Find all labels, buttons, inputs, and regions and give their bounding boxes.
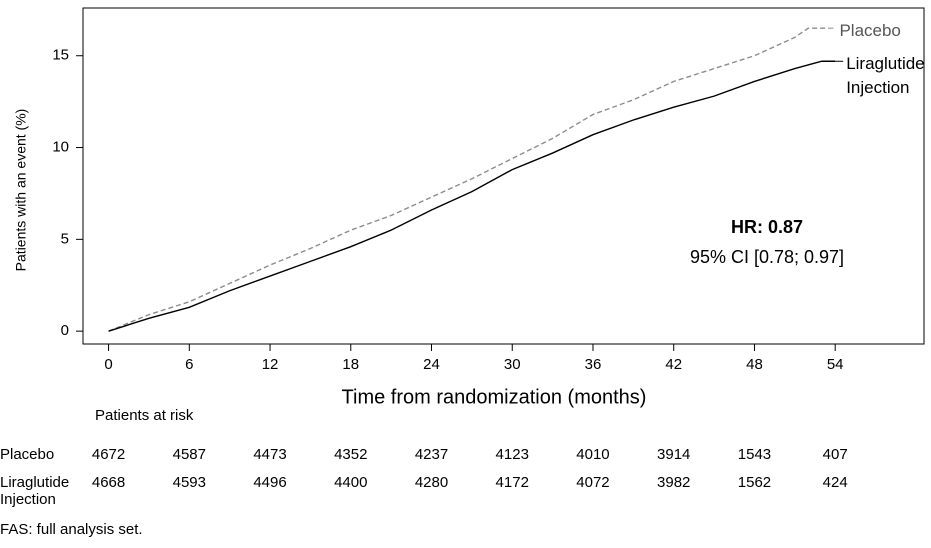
risk-value: 4473 — [253, 446, 286, 463]
x-tick-label: 36 — [585, 356, 602, 373]
annotation: HR: 0.87 — [731, 217, 803, 237]
risk-value: 4668 — [92, 474, 125, 491]
annotation: 95% CI [0.78; 0.97] — [690, 247, 844, 267]
y-tick-label: 0 — [61, 322, 69, 339]
risk-value: 424 — [823, 474, 848, 491]
y-tick-label: 5 — [61, 230, 69, 247]
x-tick-label: 54 — [827, 356, 844, 373]
series-line — [108, 60, 836, 332]
y-axis-label: Patients with an event (%) — [13, 109, 29, 272]
footnote: FAS: full analysis set. — [0, 521, 143, 538]
risk-value: 4072 — [576, 474, 609, 491]
risk-value: 4352 — [334, 446, 367, 463]
risk-value: 4172 — [496, 474, 529, 491]
y-tick-label: 10 — [52, 139, 69, 156]
x-tick-label: 24 — [423, 356, 440, 373]
risk-value: 407 — [823, 446, 848, 463]
risk-value: 4593 — [173, 474, 206, 491]
risk-value: 4010 — [576, 446, 609, 463]
legend-label: Placebo — [839, 21, 901, 41]
risk-value: 1543 — [738, 446, 771, 463]
x-tick-label: 12 — [262, 356, 279, 373]
series-line — [108, 27, 829, 332]
x-axis-label: Time from randomization (months) — [342, 386, 647, 408]
risk-value: 4237 — [415, 446, 448, 463]
x-tick-label: 0 — [104, 356, 112, 373]
y-tick-label: 15 — [52, 47, 69, 64]
risk-value: 4400 — [334, 474, 367, 491]
x-tick-label: 18 — [342, 356, 359, 373]
risk-row-label: Liraglutide Injection — [0, 474, 70, 508]
risk-value: 3982 — [657, 474, 690, 491]
risk-row-label: Placebo — [0, 446, 55, 463]
plot-frame — [82, 7, 925, 345]
legend-label: Liraglutide Injection — [846, 54, 925, 98]
risk-table-title: Patients at risk — [95, 407, 194, 424]
risk-value: 4587 — [173, 446, 206, 463]
risk-value: 1562 — [738, 474, 771, 491]
risk-value: 4496 — [253, 474, 286, 491]
risk-value: 4672 — [92, 446, 125, 463]
risk-value: 4123 — [496, 446, 529, 463]
x-tick-label: 48 — [746, 356, 763, 373]
risk-value: 4280 — [415, 474, 448, 491]
x-tick-label: 6 — [185, 356, 193, 373]
x-tick-label: 30 — [504, 356, 521, 373]
risk-value: 3914 — [657, 446, 690, 463]
x-tick-label: 42 — [665, 356, 682, 373]
